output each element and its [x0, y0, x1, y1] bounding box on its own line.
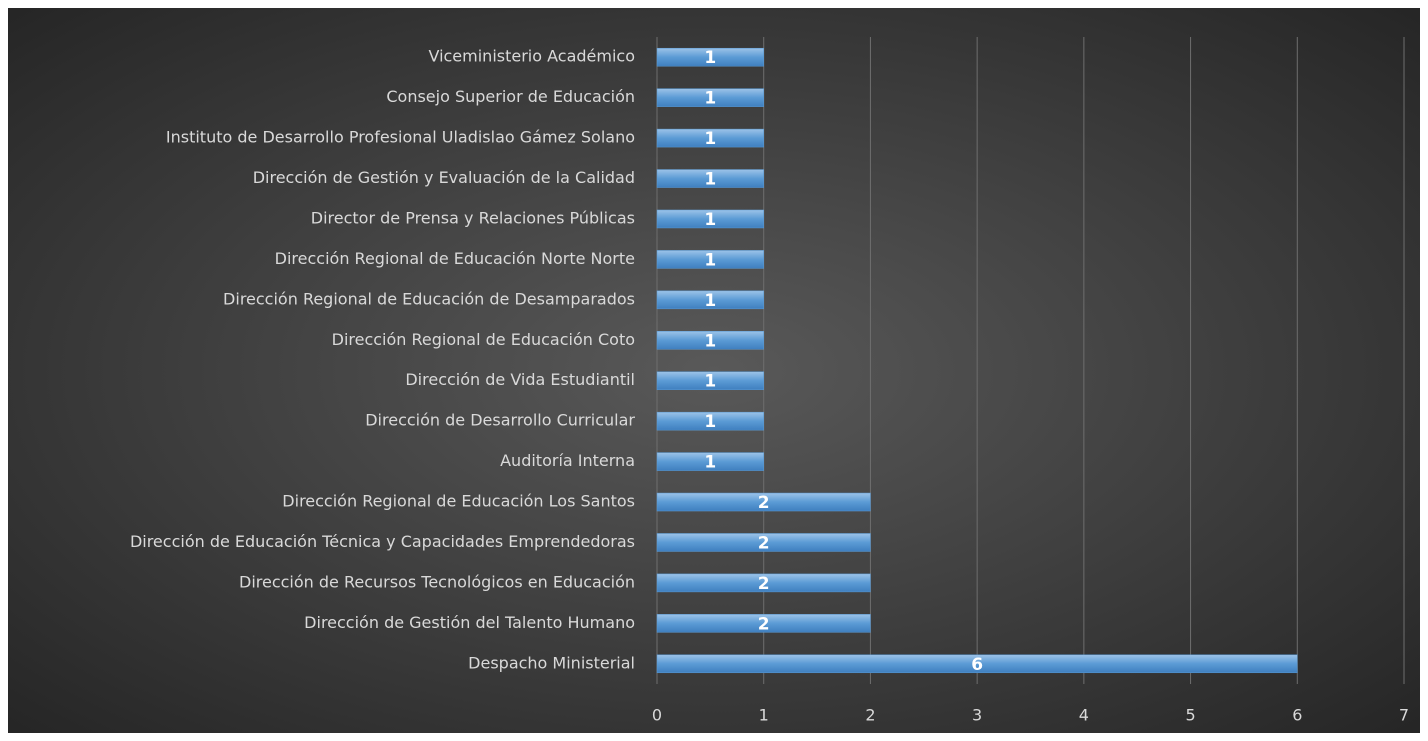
data-label: 1 — [704, 291, 716, 311]
data-label: 2 — [758, 493, 770, 513]
y-tick-label: Dirección de Vida Estudiantil — [405, 370, 635, 389]
y-tick-label: Dirección de Recursos Tecnológicos en Ed… — [239, 572, 635, 591]
data-label: 2 — [758, 614, 770, 634]
data-label: 1 — [704, 129, 716, 149]
chart-background — [8, 8, 1420, 733]
y-tick-label: Dirección de Gestión y Evaluación de la … — [253, 168, 635, 187]
bar — [656, 411, 764, 431]
x-tick-label: 1 — [759, 706, 769, 725]
x-tick-label: 2 — [865, 706, 875, 725]
y-tick-label: Dirección Regional de Educación Los Sant… — [282, 492, 635, 511]
bar — [656, 492, 871, 512]
y-tick-label: Viceministerio Académico — [428, 47, 635, 66]
bar — [656, 169, 764, 188]
x-tick-label: 6 — [1292, 706, 1302, 725]
data-label: 1 — [704, 48, 716, 68]
y-tick-label: Dirección Regional de Educación Norte No… — [275, 249, 635, 268]
y-tick-label: Consejo Superior de Educación — [386, 87, 635, 106]
bar — [656, 614, 871, 633]
y-tick-label: Instituto de Desarrollo Profesional Ulad… — [166, 128, 635, 147]
data-label: 1 — [704, 331, 716, 351]
bar — [656, 128, 764, 148]
x-tick-label: 0 — [652, 706, 662, 725]
data-label: 1 — [704, 210, 716, 230]
bar — [656, 250, 764, 269]
x-tick-label: 5 — [1185, 706, 1195, 725]
data-label: 2 — [758, 574, 770, 594]
y-tick-label: Dirección de Educación Técnica y Capacid… — [130, 532, 635, 551]
data-label: 1 — [704, 89, 716, 109]
y-tick-label: Dirección de Desarrollo Curricular — [365, 411, 635, 430]
y-tick-label: Dirección Regional de Educación de Desam… — [223, 289, 635, 308]
y-tick-label: Dirección de Gestión del Talento Humano — [304, 613, 635, 632]
x-tick-label: 4 — [1079, 706, 1089, 725]
bar — [656, 533, 871, 552]
bar — [656, 654, 1298, 674]
data-label: 1 — [704, 372, 716, 392]
bar — [656, 573, 871, 593]
bar — [656, 452, 764, 471]
data-label: 1 — [704, 170, 716, 190]
data-label: 6 — [971, 655, 983, 675]
data-label: 1 — [704, 250, 716, 270]
bar — [656, 209, 764, 229]
bar — [656, 331, 764, 350]
data-label: 2 — [758, 533, 770, 553]
x-tick-label: 3 — [972, 706, 982, 725]
bar — [656, 371, 764, 390]
y-tick-label: Dirección Regional de Educación Coto — [332, 330, 635, 349]
bar — [656, 47, 764, 67]
y-tick-label: Despacho Ministerial — [468, 653, 635, 672]
bar — [656, 290, 764, 310]
y-tick-label: Auditoría Interna — [500, 451, 635, 470]
data-label: 1 — [704, 412, 716, 432]
x-tick-label: 7 — [1399, 706, 1409, 725]
bar — [656, 88, 764, 107]
y-tick-label: Director de Prensa y Relaciones Públicas — [311, 208, 635, 227]
data-label: 1 — [704, 453, 716, 473]
